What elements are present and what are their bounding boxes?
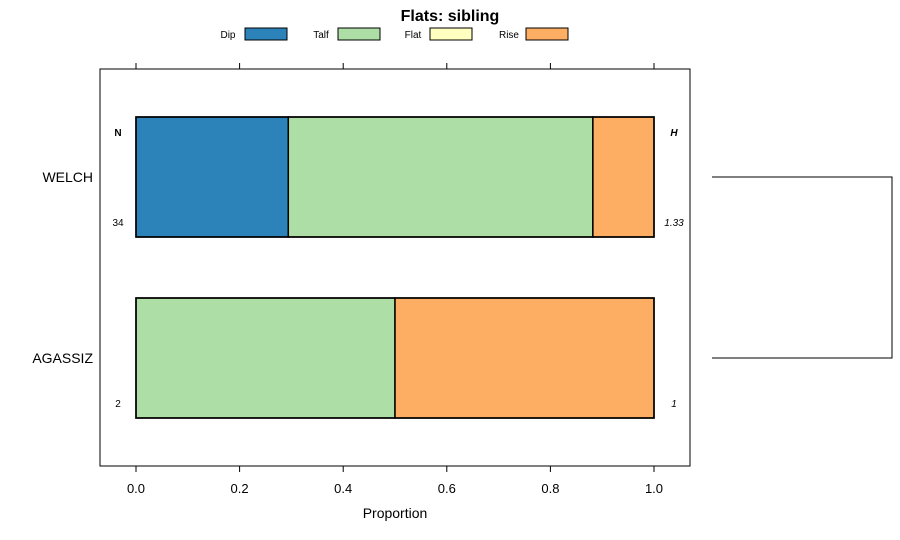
bar-segment-dip bbox=[135, 116, 290, 238]
x-tick-label: 0.6 bbox=[438, 481, 456, 496]
legend-swatch-dip bbox=[244, 27, 288, 41]
legend-label-flat: Flat bbox=[405, 30, 422, 41]
h-value: 1.33 bbox=[664, 218, 684, 229]
legend: Dip Talf Flat Rise bbox=[220, 27, 569, 41]
legend-label-rise: Rise bbox=[499, 30, 519, 41]
n-value: 34 bbox=[112, 218, 124, 229]
h-header: H bbox=[670, 128, 678, 139]
annotations: N H 34 1.33 2 1 bbox=[112, 128, 684, 410]
x-tick-label: 0.8 bbox=[541, 481, 559, 496]
legend-label-dip: Dip bbox=[220, 30, 235, 41]
bar-outline bbox=[135, 297, 655, 419]
legend-swatch-rise bbox=[525, 27, 569, 41]
legend-swatch-flat bbox=[429, 27, 473, 41]
n-value: 2 bbox=[115, 399, 121, 410]
bar-outline bbox=[135, 116, 655, 238]
category-label: WELCH bbox=[42, 169, 93, 185]
x-tick-label: 0.4 bbox=[334, 481, 352, 496]
bar-segment-rise bbox=[592, 116, 655, 238]
legend-swatch-talf bbox=[337, 27, 381, 41]
bars: WELCH AGASSIZ bbox=[32, 116, 655, 419]
chart-title: Flats: sibling bbox=[401, 8, 500, 25]
x-axis-label: Proportion bbox=[363, 505, 428, 521]
x-tick-label: 0.0 bbox=[127, 481, 145, 496]
bar-segment-talf bbox=[135, 297, 396, 419]
h-value: 1 bbox=[671, 399, 677, 410]
category-label: AGASSIZ bbox=[32, 350, 93, 366]
legend-label-talf: Talf bbox=[313, 30, 329, 41]
x-tick-label: 1.0 bbox=[645, 481, 663, 496]
n-header: N bbox=[114, 128, 121, 139]
dendrogram bbox=[712, 176, 893, 359]
x-tick-label: 0.2 bbox=[231, 481, 249, 496]
plot-frame bbox=[99, 68, 691, 467]
bar-segment-rise bbox=[394, 297, 655, 419]
bar-segment-talf bbox=[287, 116, 594, 238]
x-axis: 0.0 0.2 0.4 0.6 0.8 1.0 bbox=[127, 63, 663, 496]
